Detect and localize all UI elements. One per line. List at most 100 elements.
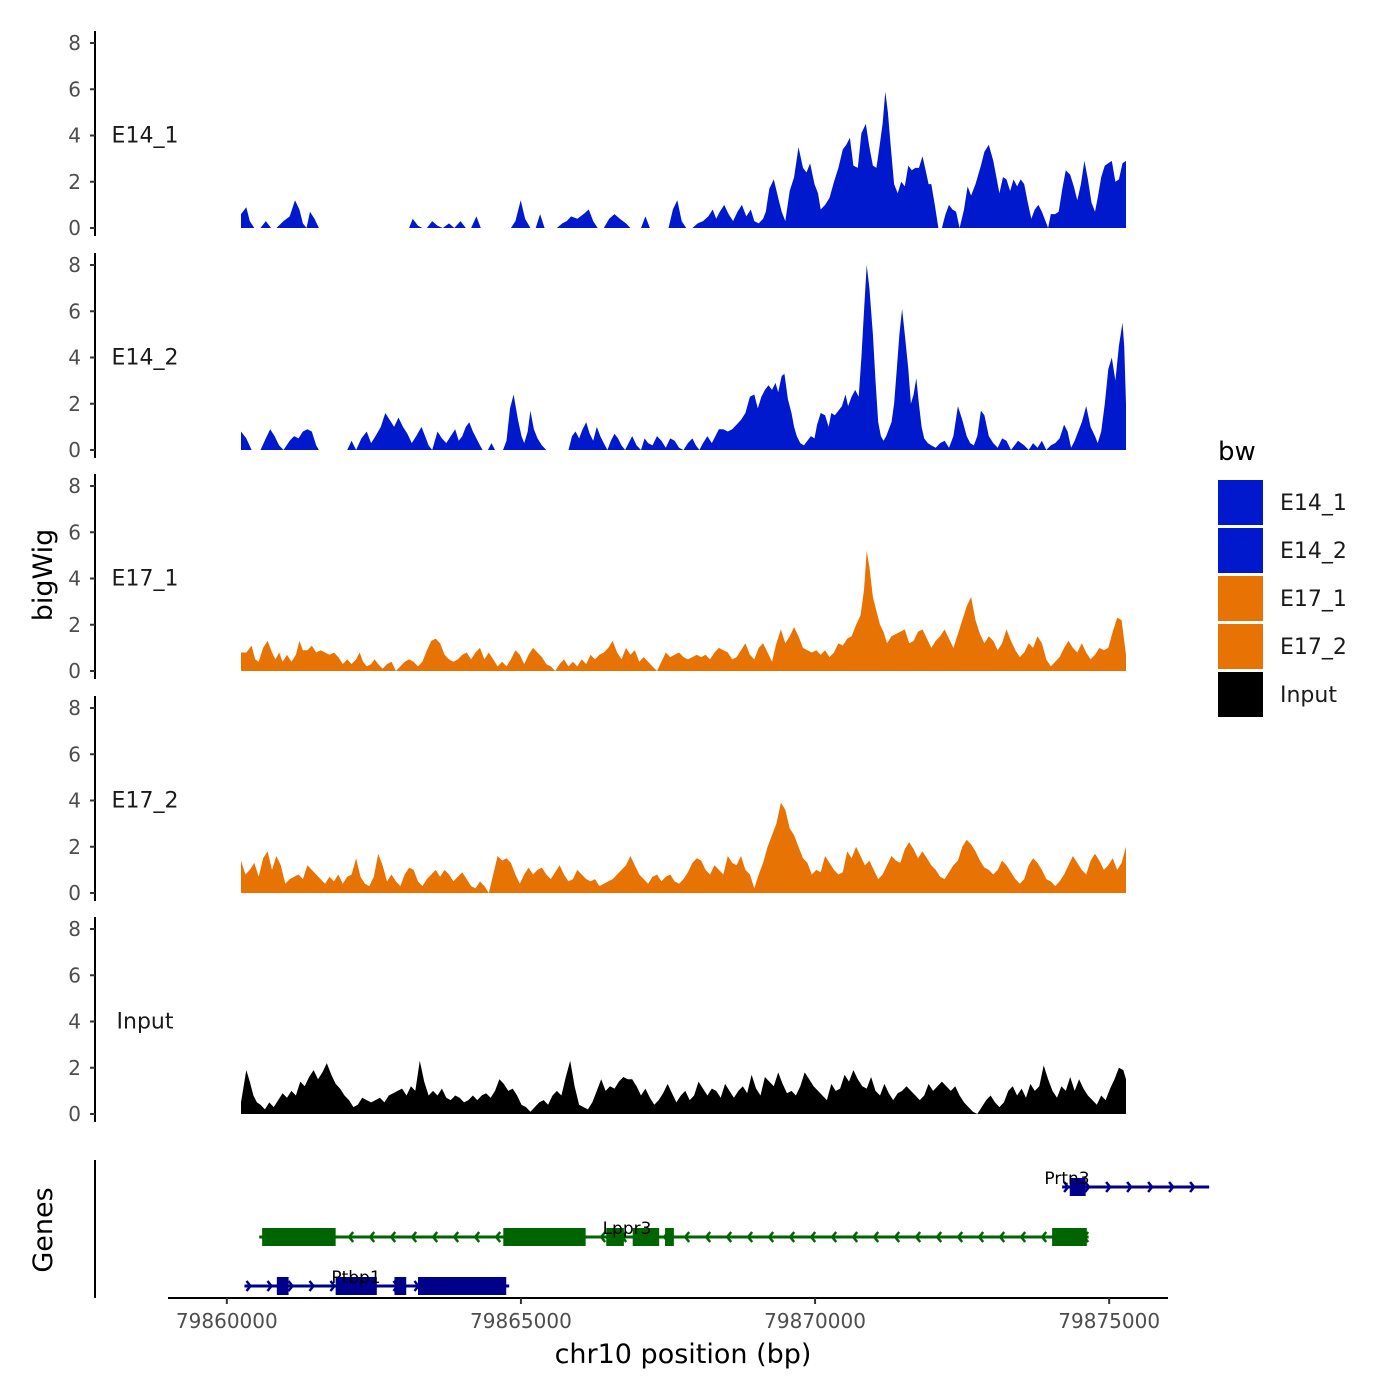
legend-label: E14_2 xyxy=(1280,539,1347,564)
legend-swatch xyxy=(1218,624,1263,669)
strand-chevron xyxy=(245,1280,253,1292)
strand-chevron xyxy=(956,1231,964,1243)
strand-chevron xyxy=(347,1231,355,1243)
strand-chevron xyxy=(599,1231,607,1243)
x-tick-label: 79870000 xyxy=(764,1309,866,1333)
exon xyxy=(503,1228,586,1246)
gene-lppr3: Lppr3 xyxy=(259,1219,1090,1246)
legend-label: E17_2 xyxy=(1280,635,1347,660)
strand-chevron xyxy=(893,1231,901,1243)
legend-label: E17_1 xyxy=(1280,587,1347,612)
genes-axis-title: Genes xyxy=(28,1187,59,1272)
y-tick-label: 4 xyxy=(68,124,81,148)
exon xyxy=(262,1228,336,1246)
track-e17-2: 0 2 4 6 8 E17_2 xyxy=(68,696,1126,905)
y-tick-label: 8 xyxy=(68,917,81,941)
strand-chevron xyxy=(287,1280,295,1292)
y-tick-label: 6 xyxy=(68,299,81,323)
exon xyxy=(606,1228,624,1246)
legend-swatch xyxy=(1218,480,1263,525)
strand-chevron xyxy=(977,1231,985,1243)
strand-chevron xyxy=(1189,1181,1196,1193)
signal-tracks: 0 2 4 6 8 E14_1 0 2 4 6 8 E14_2 0 2 4 6 8 E17_1 0 2 4 6 8 E17_2… xyxy=(68,31,1126,1126)
track-input: 0 2 4 6 8 Input xyxy=(68,917,1126,1126)
strand-chevron xyxy=(410,1231,418,1243)
strand-chevron xyxy=(746,1231,754,1243)
strand-chevron xyxy=(368,1231,376,1243)
strand-chevron xyxy=(1084,1181,1091,1193)
exon xyxy=(276,1277,289,1295)
track-label: E14_1 xyxy=(112,124,179,149)
strand-chevron xyxy=(830,1231,838,1243)
strand-chevron xyxy=(788,1231,796,1243)
strand-chevron xyxy=(389,1231,397,1243)
strand-chevron xyxy=(683,1231,691,1243)
gene-label: Ptbp1 xyxy=(331,1268,380,1288)
gene-prtn3: Prtn3 xyxy=(1044,1169,1210,1196)
y-tick-label: 2 xyxy=(68,392,81,416)
strand-chevron xyxy=(1063,1181,1070,1193)
y-tick-label: 6 xyxy=(68,963,81,987)
strand-chevron xyxy=(473,1231,481,1243)
strand-chevron xyxy=(1105,1181,1112,1193)
legend-swatch xyxy=(1218,672,1263,717)
legend-swatch xyxy=(1218,528,1263,573)
strand-chevron xyxy=(725,1231,733,1243)
legend-title: bw xyxy=(1218,437,1256,467)
strand-chevron xyxy=(872,1231,880,1243)
signal-area xyxy=(241,550,1126,671)
x-axis: 79860000 79865000 79870000 79875000 xyxy=(168,1297,1168,1333)
gene-ptbp1: Ptbp1 xyxy=(244,1268,510,1295)
x-tick-label: 79875000 xyxy=(1058,1309,1160,1333)
strand-chevron xyxy=(935,1231,943,1243)
gene-annotation-track: Prtn3 Lppr3 Ptbp1 xyxy=(94,1160,1210,1298)
signal-area xyxy=(241,91,1126,228)
y-tick-label: 4 xyxy=(68,1010,81,1034)
legend: bw E14_1 E14_2 E17_1 E17_2 Input xyxy=(1218,437,1347,717)
strand-chevron xyxy=(329,1280,337,1292)
legend-label: E14_1 xyxy=(1280,491,1347,516)
gene-label: Prtn3 xyxy=(1044,1169,1089,1189)
y-tick-label: 0 xyxy=(68,659,81,683)
y-tick-label: 8 xyxy=(68,474,81,498)
strand-chevron xyxy=(431,1231,439,1243)
y-tick-label: 6 xyxy=(68,77,81,101)
strand-chevron xyxy=(809,1231,817,1243)
y-tick-label: 2 xyxy=(68,170,81,194)
legend-label: Input xyxy=(1280,683,1337,708)
track-label: E17_2 xyxy=(112,789,179,814)
y-tick-label: 0 xyxy=(68,881,81,905)
strand-chevron xyxy=(1168,1181,1175,1193)
y-tick-label: 4 xyxy=(68,567,81,591)
strand-chevron xyxy=(308,1280,316,1292)
strand-chevron xyxy=(914,1231,922,1243)
y-tick-label: 8 xyxy=(68,253,81,277)
y-tick-label: 0 xyxy=(68,1102,81,1126)
y-tick-label: 8 xyxy=(68,31,81,55)
signal-area xyxy=(241,265,1126,450)
strand-chevron xyxy=(998,1231,1006,1243)
track-label: E17_1 xyxy=(112,567,179,592)
strand-chevron xyxy=(452,1231,460,1243)
exon xyxy=(1069,1178,1086,1196)
strand-chevron xyxy=(704,1231,712,1243)
y-tick-label: 0 xyxy=(68,216,81,240)
strand-chevron xyxy=(1147,1181,1154,1193)
y-tick-label: 4 xyxy=(68,346,81,370)
gene-label: Lppr3 xyxy=(603,1219,652,1239)
track-e17-1: 0 2 4 6 8 E17_1 xyxy=(68,474,1126,683)
strand-chevron xyxy=(494,1231,502,1243)
exon xyxy=(335,1277,377,1295)
exon xyxy=(1052,1228,1087,1246)
signal-area xyxy=(241,1060,1126,1114)
y-tick-label: 6 xyxy=(68,742,81,766)
y-axis-title: bigWig xyxy=(28,529,59,622)
x-axis-title: chr10 position (bp) xyxy=(555,1339,812,1370)
strand-chevron xyxy=(1019,1231,1027,1243)
y-tick-label: 2 xyxy=(68,835,81,859)
exon xyxy=(394,1277,407,1295)
exon xyxy=(632,1228,660,1246)
strand-chevron xyxy=(851,1231,859,1243)
track-label: Input xyxy=(117,1010,174,1035)
